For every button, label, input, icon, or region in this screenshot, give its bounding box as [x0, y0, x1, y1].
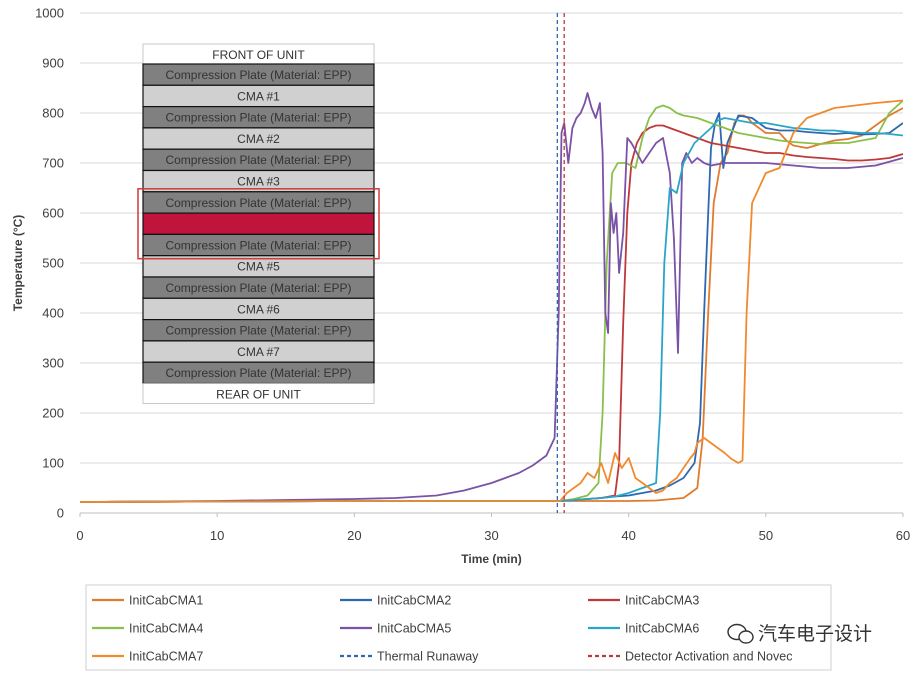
inset-row-label: CMA #2 — [237, 132, 280, 146]
inset-footer-box — [142, 383, 375, 404]
inset-footer: REAR OF UNIT — [216, 388, 301, 402]
inset-row-hot — [142, 212, 375, 236]
y-tick-label: 0 — [57, 506, 64, 521]
series-line-initcabcma4 — [80, 99, 903, 503]
x-tick-label: 40 — [621, 528, 635, 543]
series-line-initcabcma6 — [80, 117, 903, 503]
inset-row-label: Compression Plate (Material: EPP) — [165, 238, 351, 252]
legend-entry-label: InitCabCMA2 — [377, 594, 451, 608]
legend-entry-label: Detector Activation and Novec — [625, 650, 792, 664]
legend-entry-label: InitCabCMA7 — [129, 650, 203, 664]
inset-row-label: CMA #3 — [237, 175, 280, 189]
series-line-initcabcma1 — [80, 107, 903, 503]
y-tick-label: 900 — [42, 56, 64, 71]
y-tick-label: 100 — [42, 456, 64, 471]
inset-row-label: CMA #5 — [237, 260, 280, 274]
series-line-initcabcma7 — [80, 99, 903, 503]
inset-row-label: Compression Plate (Material: EPP) — [165, 324, 351, 338]
legend-box — [85, 584, 832, 671]
y-tick-label: 800 — [42, 106, 64, 121]
x-tick-label: 10 — [210, 528, 224, 543]
y-tick-label: 400 — [42, 306, 64, 321]
x-tick-label: 60 — [896, 528, 910, 543]
series-line-initcabcma5 — [80, 92, 903, 503]
y-axis-title: Temperature (°C) — [11, 215, 25, 312]
inset-title: FRONT OF UNIT — [212, 48, 305, 62]
y-tick-label: 500 — [42, 256, 64, 271]
wechat-icon — [727, 623, 754, 644]
y-tick-label: 600 — [42, 206, 64, 221]
legend-entry-label: InitCabCMA3 — [625, 594, 699, 608]
inset-row-label: Compression Plate (Material: EPP) — [165, 281, 351, 295]
legend-entry-label: InitCabCMA5 — [377, 622, 451, 636]
x-tick-label: 30 — [484, 528, 498, 543]
y-tick-label: 200 — [42, 406, 64, 421]
y-tick-label: 1000 — [35, 6, 64, 21]
wechat-bubble-small — [738, 630, 754, 644]
legend-entry-label: InitCabCMA1 — [129, 594, 203, 608]
legend-entry-label: InitCabCMA6 — [625, 622, 699, 636]
y-tick-label: 300 — [42, 356, 64, 371]
inset-highlight-box — [137, 188, 380, 260]
x-tick-label: 0 — [76, 528, 83, 543]
inset-row-label: CMA #6 — [237, 302, 280, 316]
inset-row-label: Compression Plate (Material: EPP) — [165, 196, 351, 210]
x-tick-label: 50 — [759, 528, 773, 543]
legend-entry-label: InitCabCMA4 — [129, 622, 203, 636]
inset-row-label: Compression Plate (Material: EPP) — [165, 68, 351, 82]
x-tick-label: 20 — [347, 528, 361, 543]
inset-row-label: CMA #7 — [237, 345, 280, 359]
x-axis-title: Time (min) — [461, 552, 521, 566]
inset-row-label: Compression Plate (Material: EPP) — [165, 153, 351, 167]
legend-entry-label: Thermal Runaway — [377, 650, 479, 664]
inset-row-label: Compression Plate (Material: EPP) — [165, 111, 351, 125]
y-tick-label: 700 — [42, 156, 64, 171]
watermark-text: 汽车电子设计 — [758, 623, 872, 645]
inset-row-label: CMA #1 — [237, 89, 280, 103]
inset-row-label: Compression Plate (Material: EPP) — [165, 366, 351, 380]
